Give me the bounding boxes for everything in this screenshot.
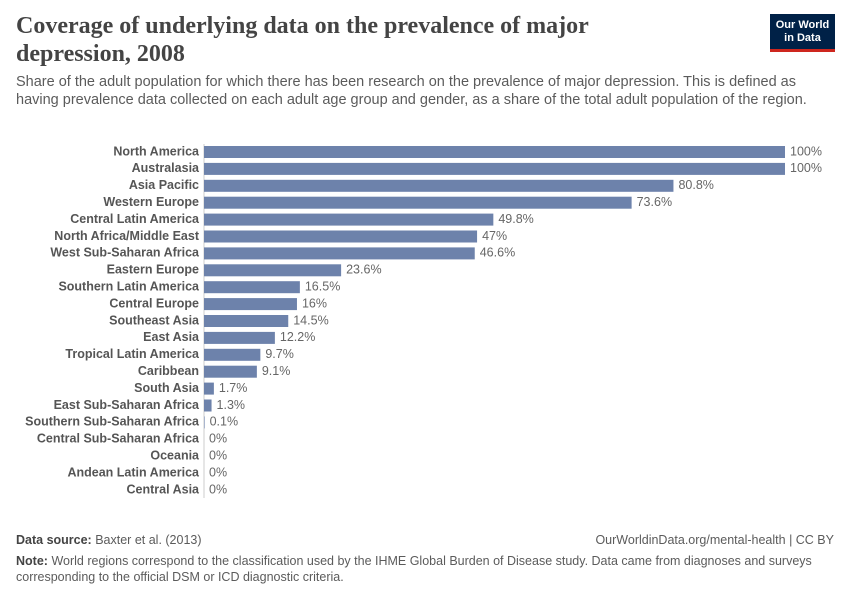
bar	[204, 348, 261, 361]
source: Data source: Baxter et al. (2013)	[16, 532, 202, 548]
value-label: 1.3%	[217, 398, 246, 412]
bar	[204, 179, 674, 192]
value-label: 73.6%	[637, 195, 672, 209]
value-label: 80.8%	[678, 178, 713, 192]
value-label: 12.2%	[280, 330, 315, 344]
note: Note: World regions correspond to the cl…	[16, 553, 816, 585]
category-label: Australasia	[132, 161, 200, 175]
note-label: Note:	[16, 554, 48, 568]
value-label: 23.6%	[346, 263, 381, 277]
bar	[204, 365, 257, 378]
value-label: 0%	[209, 448, 227, 462]
source-url[interactable]: OurWorldinData.org/mental-health | CC BY	[595, 533, 834, 547]
value-label: 9.7%	[265, 347, 294, 361]
chart-title: Coverage of underlying data on the preva…	[16, 13, 589, 67]
source-text: Baxter et al. (2013)	[95, 533, 202, 547]
bar	[204, 264, 342, 277]
bar	[204, 399, 212, 412]
value-label: 16%	[302, 296, 327, 310]
bar	[204, 247, 475, 260]
bar	[204, 213, 494, 226]
bar	[204, 281, 300, 294]
category-label: Eastern Europe	[107, 263, 199, 277]
note-text: World regions correspond to the classifi…	[16, 554, 812, 584]
bar	[204, 146, 785, 158]
category-label: Central Europe	[109, 296, 199, 310]
value-label: 14.5%	[293, 313, 328, 327]
value-label: 0.1%	[210, 415, 239, 429]
logo-line: Our World	[775, 19, 830, 31]
category-label: Southeast Asia	[109, 313, 200, 327]
logo-line: in Data	[784, 32, 821, 44]
bar	[204, 298, 297, 311]
value-label: 100%	[790, 144, 822, 158]
value-label: 46.6%	[480, 246, 515, 260]
category-label: East Sub-Saharan Africa	[54, 398, 200, 412]
category-label: North Africa/Middle East	[54, 229, 200, 243]
bar	[204, 196, 632, 209]
category-label: Caribbean	[138, 364, 199, 378]
category-label: South Asia	[134, 381, 200, 395]
logo[interactable]: Our World in Data	[770, 14, 835, 52]
category-label: Central Asia	[127, 482, 201, 496]
category-label: East Asia	[143, 330, 200, 344]
value-label: 9.1%	[262, 364, 291, 378]
bar	[204, 230, 478, 243]
value-label: 0%	[209, 432, 227, 446]
category-label: Central Sub-Saharan Africa	[37, 432, 200, 446]
value-label: 0%	[209, 465, 227, 479]
source-label: Data source:	[16, 533, 92, 547]
bar	[204, 331, 275, 344]
value-label: 1.7%	[219, 381, 248, 395]
category-label: West Sub-Saharan Africa	[50, 246, 200, 260]
chart-subtitle: Share of the adult population for which …	[16, 74, 807, 108]
chart: North America 100% Australasia 100% Asia Pac…	[25, 144, 822, 498]
bar	[204, 315, 289, 327]
category-label: Asia Pacific	[129, 178, 199, 192]
category-label: Tropical Latin America	[65, 347, 200, 361]
category-label: Andean Latin America	[67, 465, 200, 479]
value-label: 49.8%	[498, 212, 533, 226]
category-label: North America	[113, 144, 200, 158]
value-label: 16.5%	[305, 279, 340, 293]
category-label: Southern Sub-Saharan Africa	[25, 415, 200, 429]
bar	[204, 162, 785, 175]
category-label: Southern Latin America	[58, 279, 200, 293]
value-label: 100%	[790, 161, 822, 175]
bar	[204, 382, 214, 395]
category-label: Western Europe	[103, 195, 199, 209]
bar	[204, 416, 205, 429]
category-label: Central Latin America	[70, 212, 200, 226]
value-label: 0%	[209, 482, 227, 496]
category-label: Oceania	[150, 448, 200, 462]
value-label: 47%	[482, 229, 507, 243]
